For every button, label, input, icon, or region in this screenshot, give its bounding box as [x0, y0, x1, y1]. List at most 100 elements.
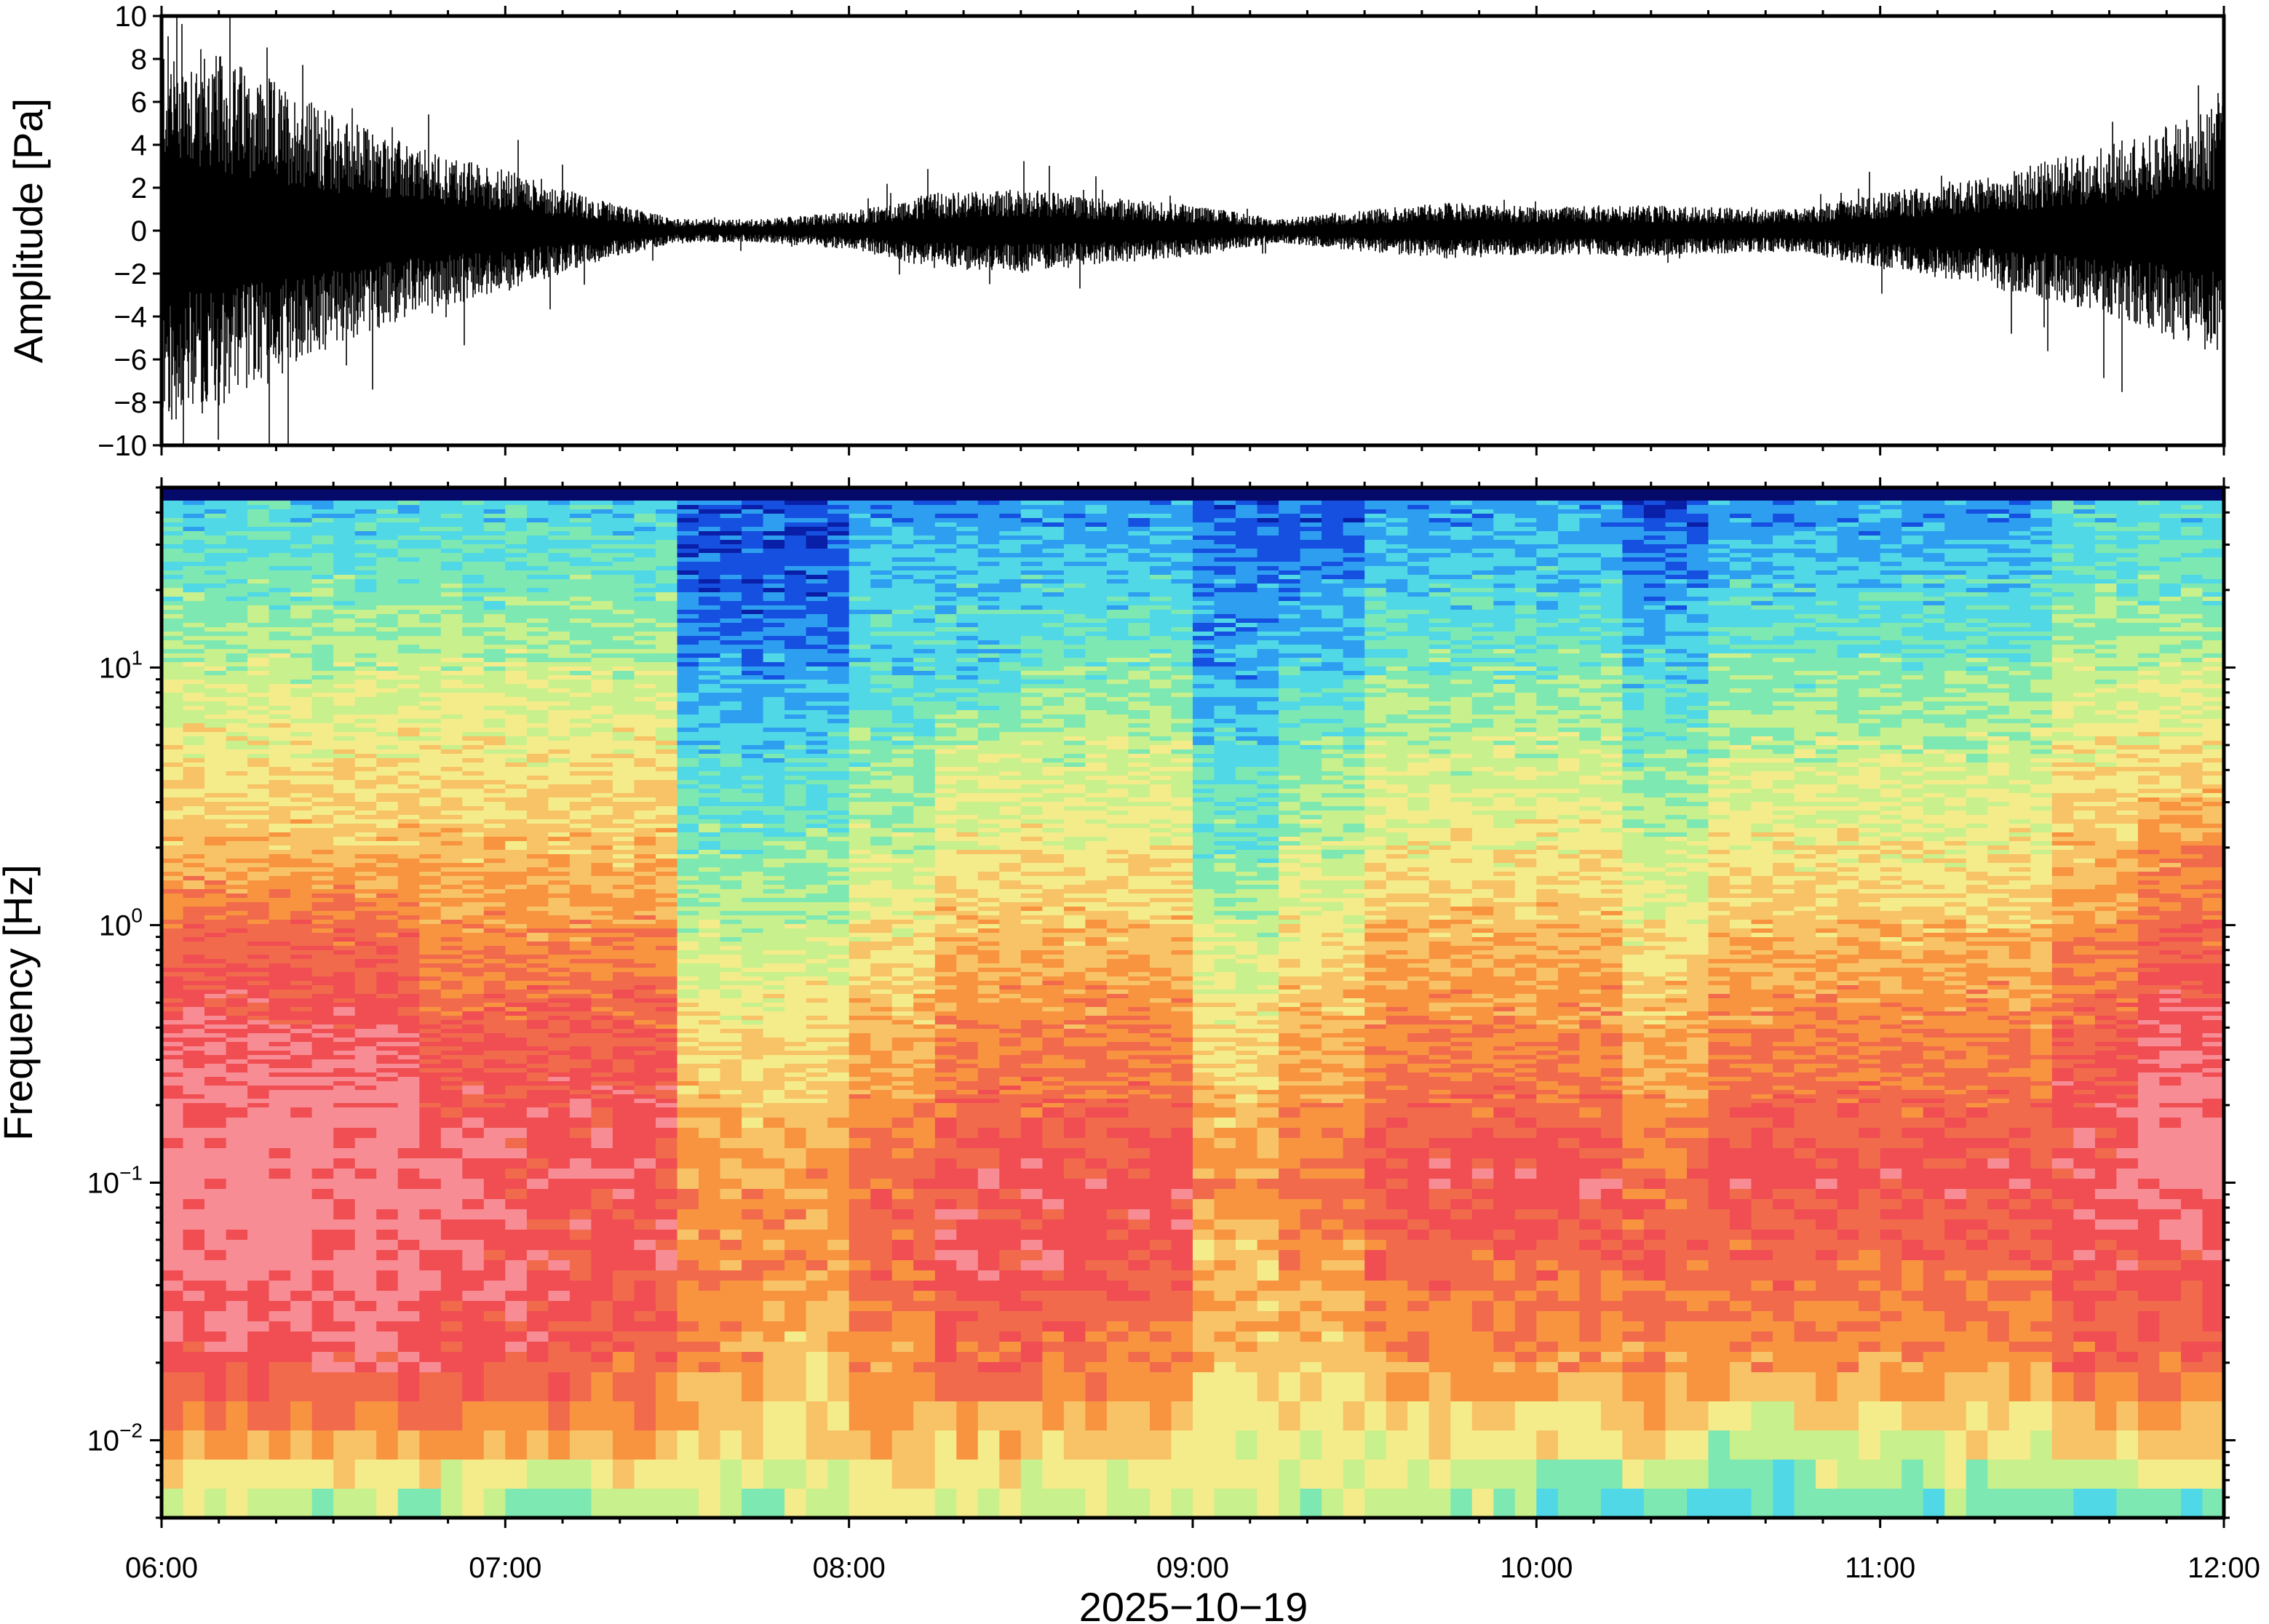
spectrogram-cell: [548, 1240, 571, 1250]
spectrogram-cell: [183, 1179, 205, 1189]
spectrogram-cell: [591, 597, 613, 601]
spectrogram-cell: [397, 505, 420, 509]
spectrogram-cell: [376, 1311, 399, 1321]
spectrogram-cell: [204, 824, 227, 828]
spectrogram-cell: [483, 942, 506, 946]
spectrogram-cell: [376, 1118, 399, 1128]
spectrogram-cell: [419, 501, 442, 505]
spectrogram-cell: [311, 575, 334, 579]
spectrogram-cell: [634, 1051, 656, 1055]
spectrogram-cell: [526, 1003, 549, 1007]
spectrogram-cell: [591, 985, 613, 990]
spectrogram-cell: [612, 1072, 635, 1077]
spectrogram-cell: [612, 1059, 635, 1064]
spectrogram-cell: [569, 854, 592, 859]
spectrogram-cell: [311, 784, 334, 789]
spectrogram-cell: [526, 553, 549, 557]
spectrogram-cell: [699, 1209, 721, 1219]
spectrogram-cell: [311, 553, 334, 557]
spectrogram-cell: [526, 531, 549, 536]
spectrogram-cell: [162, 998, 184, 1003]
spectrogram-cell: [290, 701, 313, 706]
spectrogram-cell: [763, 614, 785, 618]
spectrogram-cell: [290, 876, 313, 880]
spectrogram-cell: [183, 763, 205, 767]
spectrogram-cell: [333, 915, 356, 920]
spectrogram-cell: [677, 1138, 699, 1148]
spectrogram-cell: [290, 990, 313, 994]
spectrogram-cell: [162, 1081, 184, 1086]
spectrogram-cell: [269, 662, 291, 666]
spectrogram-cell: [720, 562, 742, 566]
spectrogram-cell: [505, 1128, 528, 1138]
spectrogram-cell: [440, 614, 464, 618]
spectrogram-cell: [656, 832, 678, 837]
spectrogram-cell: [634, 1090, 656, 1094]
spectrogram-cell: [634, 518, 656, 522]
spectrogram-cell: [333, 806, 356, 811]
spectrogram-cell: [419, 684, 442, 688]
spectrogram-cell: [569, 981, 592, 985]
spectrogram-cell: [226, 1401, 248, 1430]
spectrogram-cell: [290, 728, 313, 732]
spectrogram-cell: [440, 797, 464, 802]
spectrogram-cell: [204, 972, 227, 976]
spectrogram-cell: [677, 1011, 699, 1016]
spectrogram-cell: [419, 955, 442, 959]
spectrogram-cell: [354, 684, 377, 688]
spectrogram-cell: [333, 584, 356, 588]
spectrogram-cell: [699, 632, 721, 636]
spectrogram-cell: [656, 841, 678, 845]
spectrogram-cell: [204, 675, 227, 680]
spectrogram-cell: [162, 741, 184, 745]
spectrogram-cell: [290, 1138, 313, 1148]
spectrogram-cell: [290, 1230, 313, 1240]
spectrogram-cell: [569, 784, 592, 789]
spectrogram-cell: [612, 963, 635, 968]
spectrogram-cell: [699, 649, 721, 653]
spectrogram-cell: [526, 1332, 549, 1342]
spectrogram-cell: [462, 1179, 485, 1189]
spectrogram-cell: [162, 632, 184, 636]
spectrogram-cell: [742, 1219, 764, 1230]
spectrogram-cell: [397, 723, 420, 728]
spectrogram-cell: [634, 693, 656, 697]
spectrogram-cell: [548, 531, 571, 536]
spectrogram-cell: [505, 1460, 528, 1489]
spectrogram-cell: [656, 824, 678, 828]
spectrogram-cell: [742, 963, 764, 968]
spectrogram-cell: [311, 710, 334, 715]
spectrogram-cell: [162, 955, 184, 959]
spectrogram-cell: [699, 845, 721, 850]
spectrogram-cell: [677, 1219, 699, 1230]
spectrogram-cell: [634, 889, 656, 893]
spectrogram-cell: [354, 509, 377, 514]
spectrogram-cell: [483, 893, 506, 898]
spectrogram-cell: [226, 1301, 248, 1311]
spectrogram-cell: [763, 680, 785, 684]
spectrogram-cell: [634, 540, 656, 544]
waveform-y-tick-label: 4: [131, 130, 147, 162]
spectrogram-cell: [162, 618, 184, 623]
spectrogram-cell: [226, 693, 248, 697]
spectrogram-cell: [311, 902, 334, 907]
spectrogram-cell: [397, 819, 420, 824]
spectrogram-cell: [247, 1250, 270, 1260]
spectrogram-cell: [226, 898, 248, 902]
spectrogram-cell: [720, 1169, 742, 1179]
spectrogram-cell: [699, 1260, 721, 1270]
spectrogram-cell: [183, 841, 205, 845]
spectrogram-cell: [247, 859, 270, 863]
spectrogram-cell: [699, 549, 721, 553]
spectrogram-cell: [247, 645, 270, 649]
spectrogram-cell: [591, 789, 613, 793]
spectrogram-cell: [397, 1489, 420, 1518]
spectrogram-cell: [634, 780, 656, 784]
spectrogram-cell: [311, 1086, 334, 1090]
spectrogram-cell: [591, 706, 613, 710]
spectrogram-cell: [311, 850, 334, 854]
spectrogram-cell: [311, 1219, 334, 1230]
spectrogram-cell: [591, 1219, 613, 1230]
spectrogram-cell: [526, 584, 549, 588]
spectrogram-cell: [397, 658, 420, 662]
